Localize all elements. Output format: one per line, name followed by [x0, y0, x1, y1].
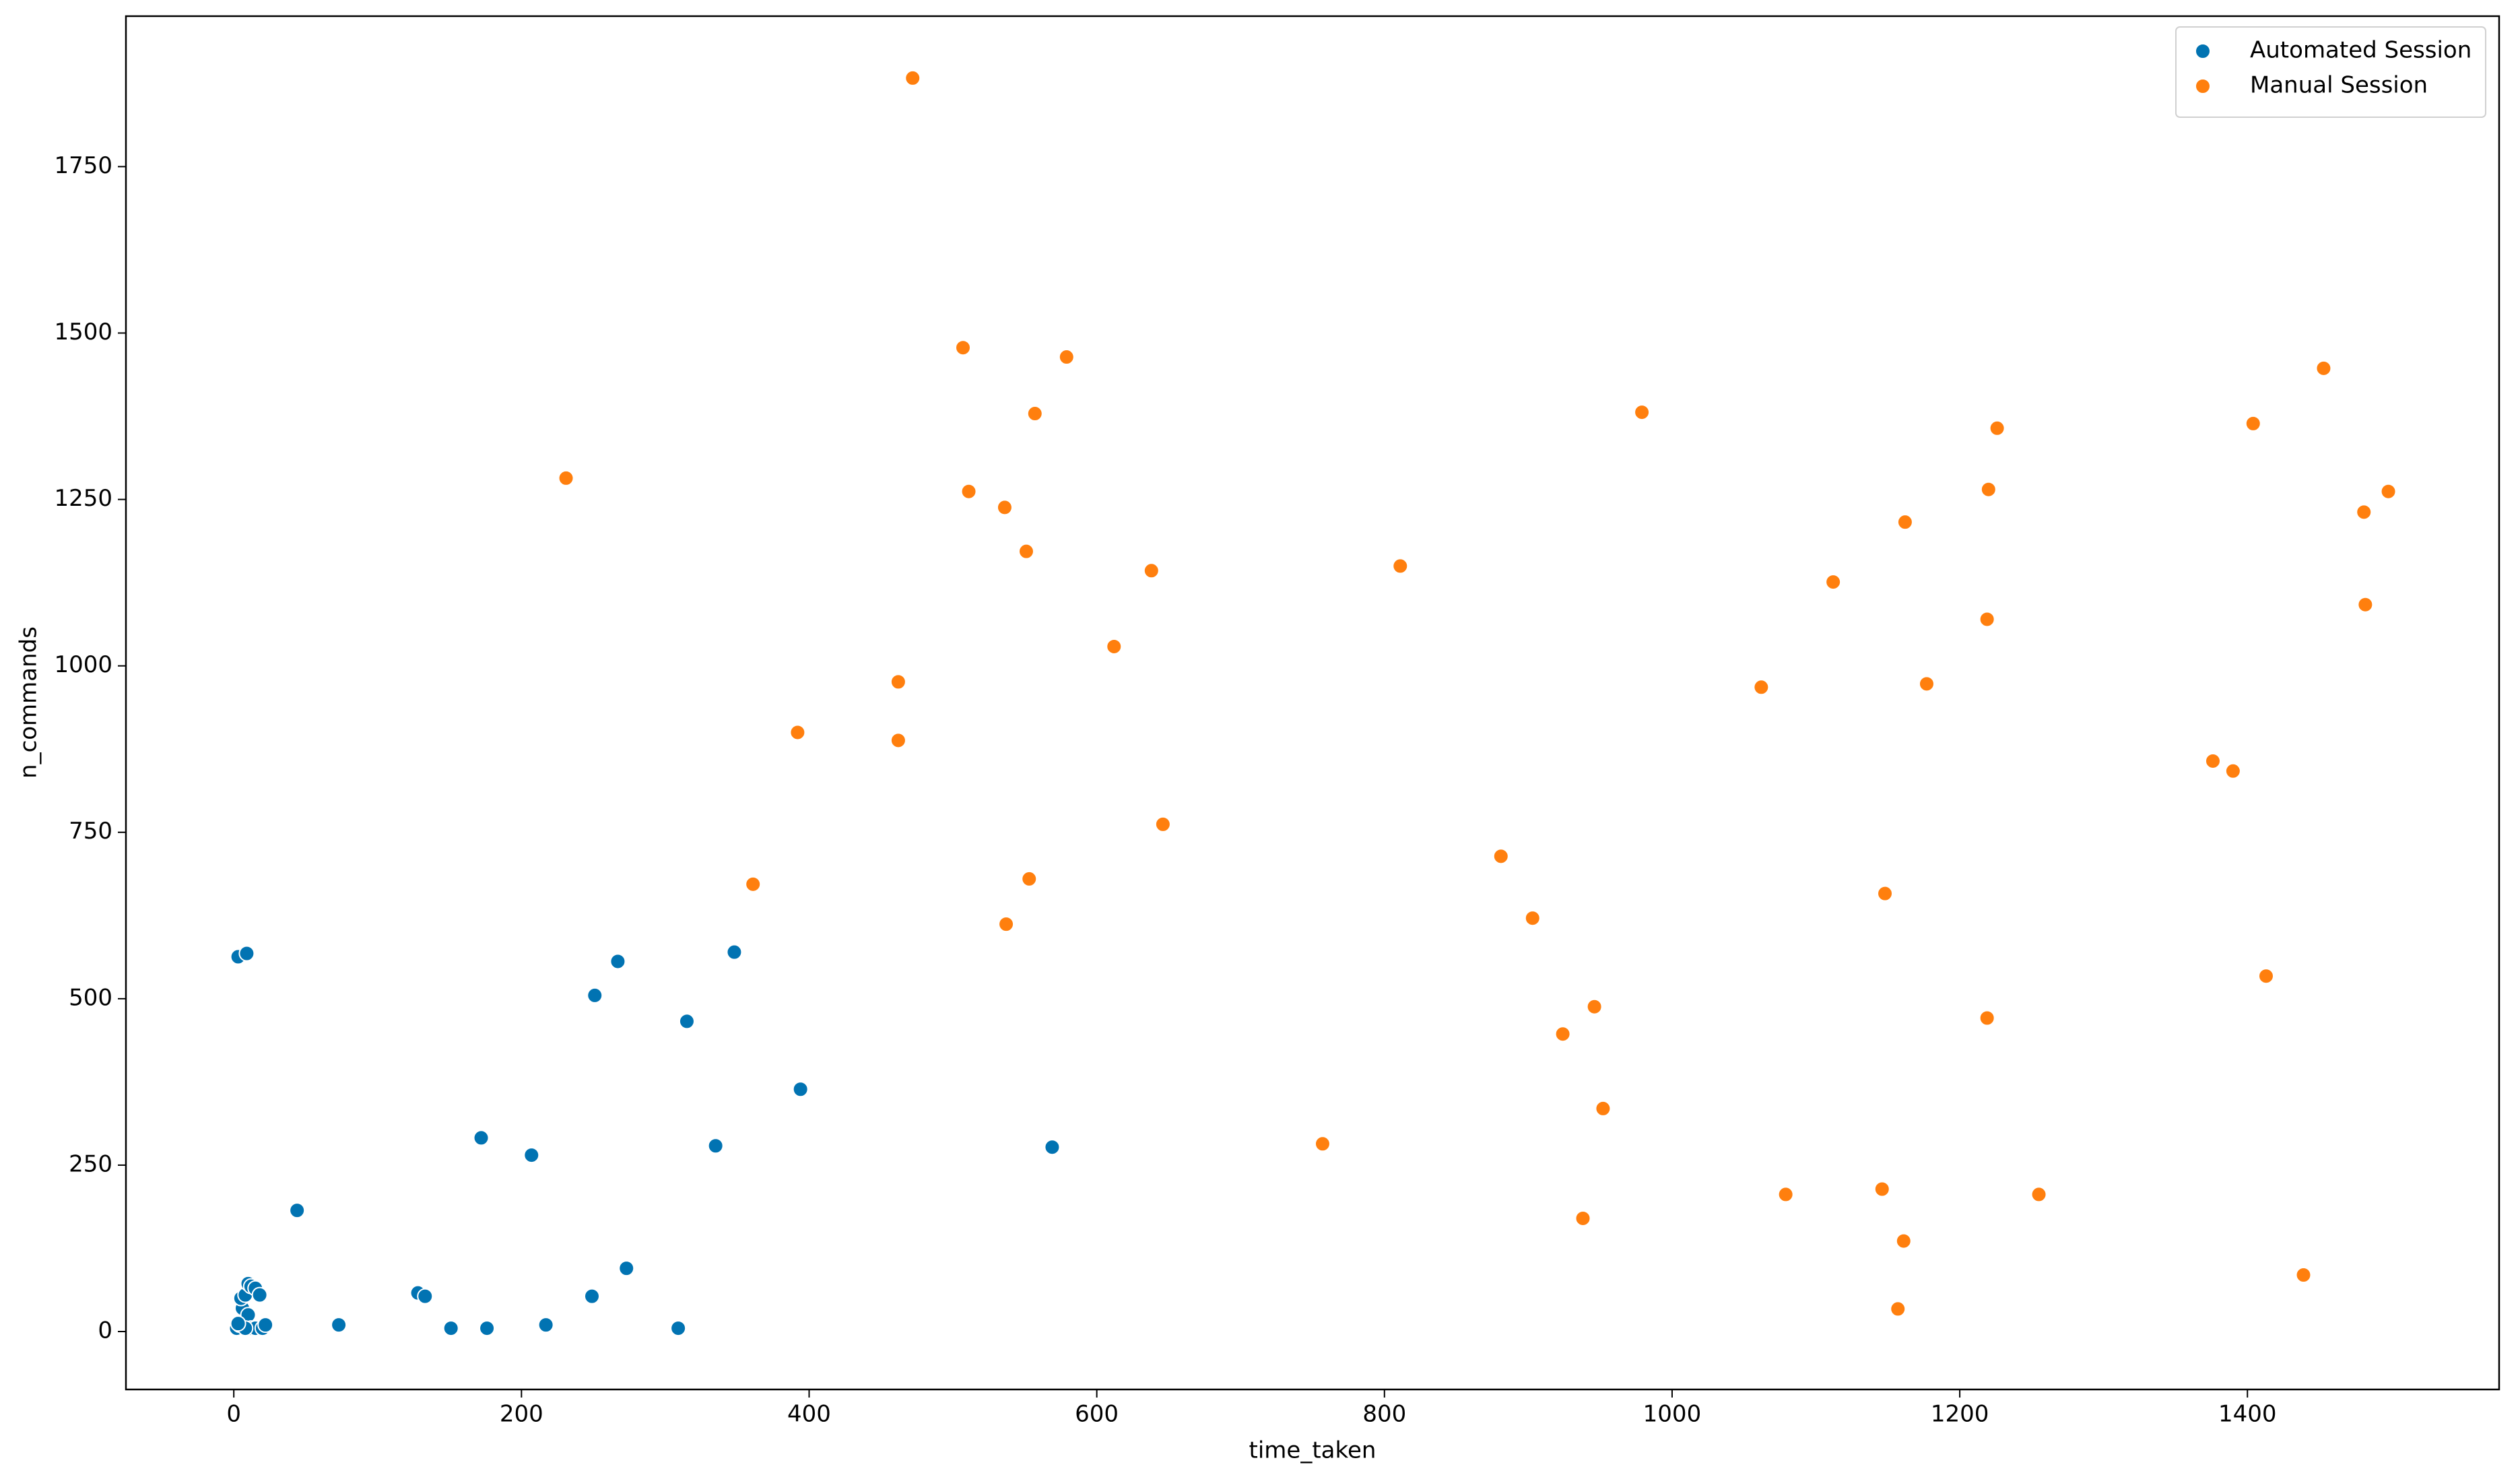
- point: [2204, 752, 2221, 769]
- legend-box: [2175, 26, 2486, 118]
- point: [1634, 404, 1651, 421]
- point: [955, 339, 972, 356]
- y-tick-label: 1000: [54, 651, 112, 678]
- point: [960, 483, 977, 500]
- point: [789, 724, 806, 741]
- point: [442, 1320, 459, 1337]
- y-tick-label: 750: [69, 818, 112, 845]
- point: [1980, 481, 1997, 498]
- y-tick-label: 1750: [54, 152, 112, 179]
- point: [1143, 562, 1160, 579]
- point: [479, 1320, 496, 1337]
- point: [1890, 1301, 1906, 1317]
- point: [609, 953, 626, 970]
- point: [1874, 1181, 1890, 1198]
- point: [523, 1147, 540, 1164]
- point: [998, 916, 1015, 933]
- point: [2295, 1267, 2312, 1284]
- point: [417, 1288, 434, 1305]
- point: [1595, 1100, 1612, 1117]
- point: [1825, 574, 1842, 591]
- point: [2245, 415, 2261, 432]
- point: [618, 1260, 635, 1277]
- point: [331, 1317, 347, 1334]
- point: [251, 1286, 268, 1303]
- x-tick-label: 400: [787, 1401, 831, 1428]
- point: [1979, 611, 1995, 628]
- legend-label: Manual Session: [2250, 72, 2428, 99]
- point: [1524, 910, 1541, 927]
- y-tick-label: 250: [69, 1150, 112, 1177]
- point: [707, 1138, 724, 1154]
- point: [890, 674, 906, 690]
- point: [1895, 1233, 1912, 1249]
- point: [230, 1315, 246, 1332]
- point: [2258, 968, 2275, 985]
- legend-label: Automated Session: [2250, 37, 2472, 64]
- point: [1777, 1186, 1794, 1203]
- point: [1018, 543, 1034, 560]
- point: [2356, 504, 2373, 521]
- x-tick-label: 0: [226, 1401, 241, 1428]
- x-tick-label: 1400: [2218, 1401, 2277, 1428]
- point: [587, 987, 603, 1004]
- point: [1154, 816, 1171, 832]
- point: [1877, 885, 1894, 902]
- x-tick-label: 800: [1362, 1401, 1406, 1428]
- legend-marker: [2195, 43, 2211, 59]
- point: [726, 944, 743, 960]
- point: [1896, 514, 1913, 531]
- point: [904, 69, 921, 86]
- point: [678, 1013, 695, 1030]
- y-tick-label: 1250: [54, 485, 112, 512]
- point: [1026, 405, 1043, 422]
- point: [289, 1202, 306, 1219]
- point: [2030, 1186, 2047, 1203]
- point: [1554, 1026, 1571, 1043]
- x-tick-label: 200: [500, 1401, 543, 1428]
- point: [1314, 1136, 1331, 1152]
- point: [890, 732, 906, 749]
- point: [1918, 676, 1935, 692]
- point: [792, 1081, 809, 1098]
- point: [583, 1288, 600, 1305]
- point: [1044, 1139, 1061, 1156]
- x-tick-label: 1200: [1931, 1401, 1989, 1428]
- y-tick-label: 0: [98, 1317, 112, 1344]
- point: [2315, 360, 2332, 376]
- point: [238, 945, 255, 962]
- point: [473, 1129, 490, 1146]
- point: [1753, 679, 1770, 696]
- point: [745, 876, 762, 892]
- x-axis-label: time_taken: [1249, 1437, 1377, 1464]
- point: [1989, 420, 2005, 436]
- point: [1106, 638, 1123, 655]
- plot-frame: [125, 15, 2500, 1391]
- point: [1574, 1210, 1591, 1226]
- point: [2357, 596, 2374, 613]
- point: [1058, 349, 1075, 366]
- point: [1979, 1010, 1995, 1026]
- y-tick-label: 500: [69, 984, 112, 1011]
- x-tick-label: 600: [1075, 1401, 1119, 1428]
- point: [1021, 870, 1038, 887]
- point: [537, 1317, 554, 1334]
- point: [1492, 848, 1509, 865]
- point: [2224, 762, 2241, 779]
- point: [670, 1320, 687, 1337]
- point: [1586, 998, 1603, 1015]
- point: [558, 469, 574, 486]
- point: [996, 499, 1013, 516]
- legend-marker: [2195, 78, 2211, 94]
- y-axis-label: n_commands: [15, 626, 42, 779]
- point: [1392, 558, 1409, 575]
- y-tick-label: 1500: [54, 319, 112, 346]
- point: [2380, 483, 2397, 500]
- point: [257, 1317, 274, 1334]
- x-tick-label: 1000: [1643, 1401, 1702, 1428]
